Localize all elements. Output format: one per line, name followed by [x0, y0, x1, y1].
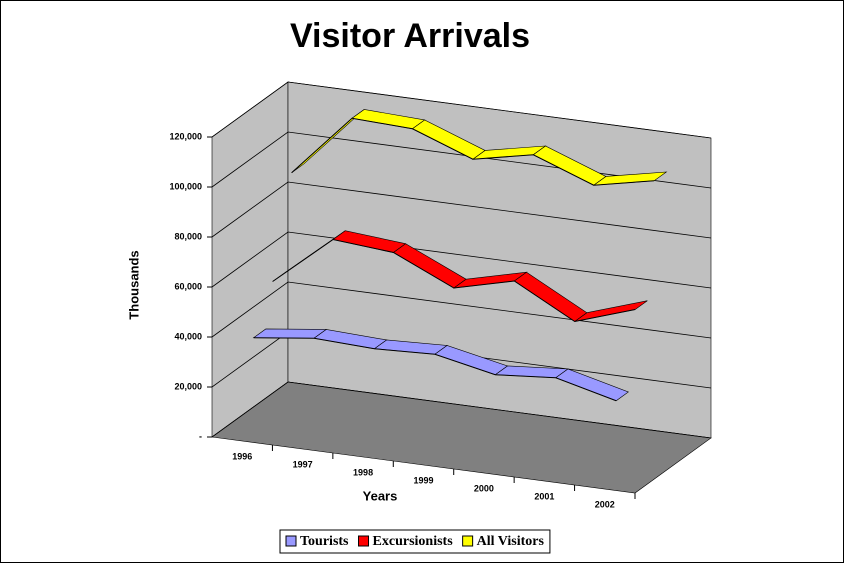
- legend-swatch: [462, 535, 474, 547]
- x-tick-label: 2001: [534, 491, 554, 501]
- legend-swatch: [358, 535, 370, 547]
- series-line: [291, 117, 655, 186]
- x-axis-title: Years: [363, 488, 398, 503]
- ribbon-face: [252, 328, 328, 339]
- legend: Tourists Excursionists All Visitors: [279, 529, 551, 554]
- legend-label: Excursionists: [373, 534, 454, 549]
- x-tick-label: 1997: [293, 459, 313, 469]
- y-tick-label: 100,000: [169, 181, 202, 191]
- legend-label: Tourists: [300, 534, 349, 549]
- grid-line: [211, 231, 712, 289]
- legend-label: All Visitors: [477, 534, 545, 549]
- y-axis-title: Thousands: [126, 250, 141, 319]
- series-line: [272, 238, 636, 323]
- y-tick-label: 80,000: [174, 231, 202, 241]
- x-tick-label: 1999: [413, 475, 433, 485]
- y-tick-label: 60,000: [174, 281, 202, 291]
- y-tick-label: -: [199, 431, 202, 441]
- y-tick-label: 120,000: [169, 131, 202, 141]
- grid-line: [211, 81, 712, 139]
- y-tick-label: 40,000: [174, 331, 202, 341]
- plot-area: - 20,000 40,000 60,000 80,000 100,000 120,000 1…: [169, 81, 712, 509]
- x-tick-label: 1996: [232, 451, 252, 461]
- y-tick-label: 20,000: [174, 381, 202, 391]
- grid-line: [211, 381, 712, 439]
- x-tick-label: 1998: [353, 467, 373, 477]
- grid-line: [211, 281, 712, 339]
- legend-box: [279, 529, 551, 554]
- legend-swatch: [285, 535, 297, 547]
- grid-line: [211, 181, 712, 239]
- x-tick-label: 2002: [595, 499, 615, 509]
- x-tick-label: 2000: [474, 483, 494, 493]
- chart-title: Visitor Arrivals: [290, 17, 530, 55]
- series-line: [253, 337, 617, 402]
